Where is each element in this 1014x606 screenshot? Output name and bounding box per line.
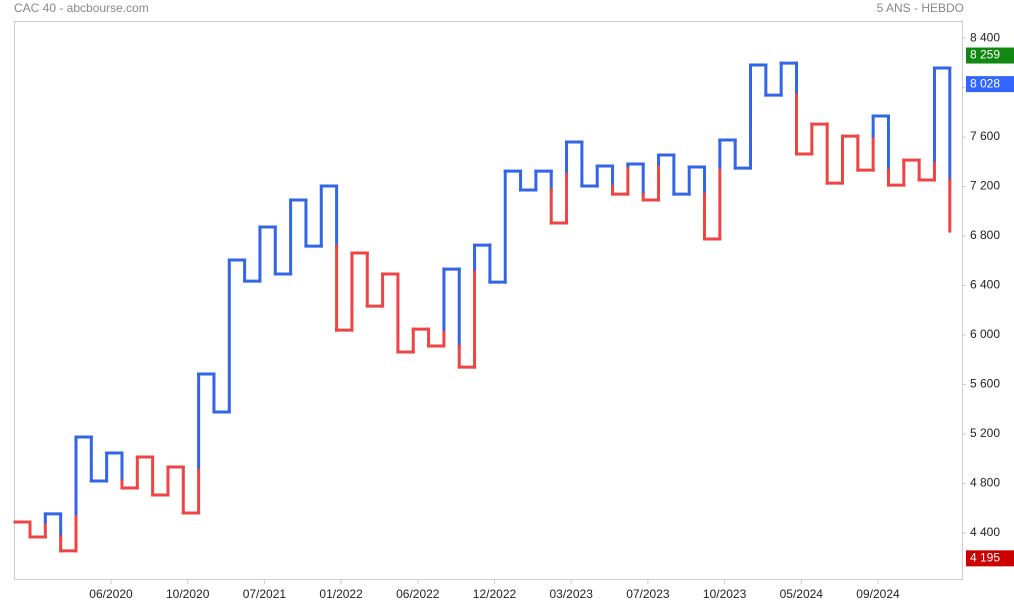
- y-tick-label: 6 400: [970, 278, 1000, 292]
- y-tick-label: 5 200: [970, 426, 1000, 440]
- chart-subtitle: 5 ANS - HEBDO: [877, 1, 964, 15]
- y-tick-label: 7 200: [970, 179, 1000, 193]
- y-tick-label: 4 400: [970, 525, 1000, 539]
- price-tag-label: 8 028: [970, 76, 1000, 90]
- x-tick-label: 05/2024: [780, 587, 824, 601]
- y-tick-label: 5 600: [970, 377, 1000, 391]
- x-tick-label: 06/2020: [89, 587, 133, 601]
- x-tick-label: 10/2023: [703, 587, 747, 601]
- x-tick-label: 10/2020: [166, 587, 210, 601]
- y-tick-label: 6 000: [970, 327, 1000, 341]
- chart-title: CAC 40 - abcbourse.com: [14, 1, 149, 15]
- x-tick-label: 06/2022: [396, 587, 440, 601]
- y-tick-label: 4 800: [970, 476, 1000, 490]
- x-tick-label: 07/2023: [626, 587, 670, 601]
- x-tick-label: 07/2021: [243, 587, 287, 601]
- x-tick-label: 03/2023: [550, 587, 594, 601]
- x-tick-label: 12/2022: [473, 587, 517, 601]
- price-tag-label: 8 259: [970, 48, 1000, 62]
- price-tag-label: 4 195: [970, 551, 1000, 565]
- price-tag: [966, 76, 1014, 93]
- y-tick-label: 6 800: [970, 228, 1000, 242]
- y-tick-label: 7 600: [970, 129, 1000, 143]
- x-tick-label: 01/2022: [319, 587, 363, 601]
- price-tag: [966, 550, 1014, 567]
- x-tick-label: 09/2024: [856, 587, 900, 601]
- y-tick-label: 8 400: [970, 30, 1000, 44]
- price-tag: [966, 47, 1014, 64]
- plot-frame: [14, 21, 963, 580]
